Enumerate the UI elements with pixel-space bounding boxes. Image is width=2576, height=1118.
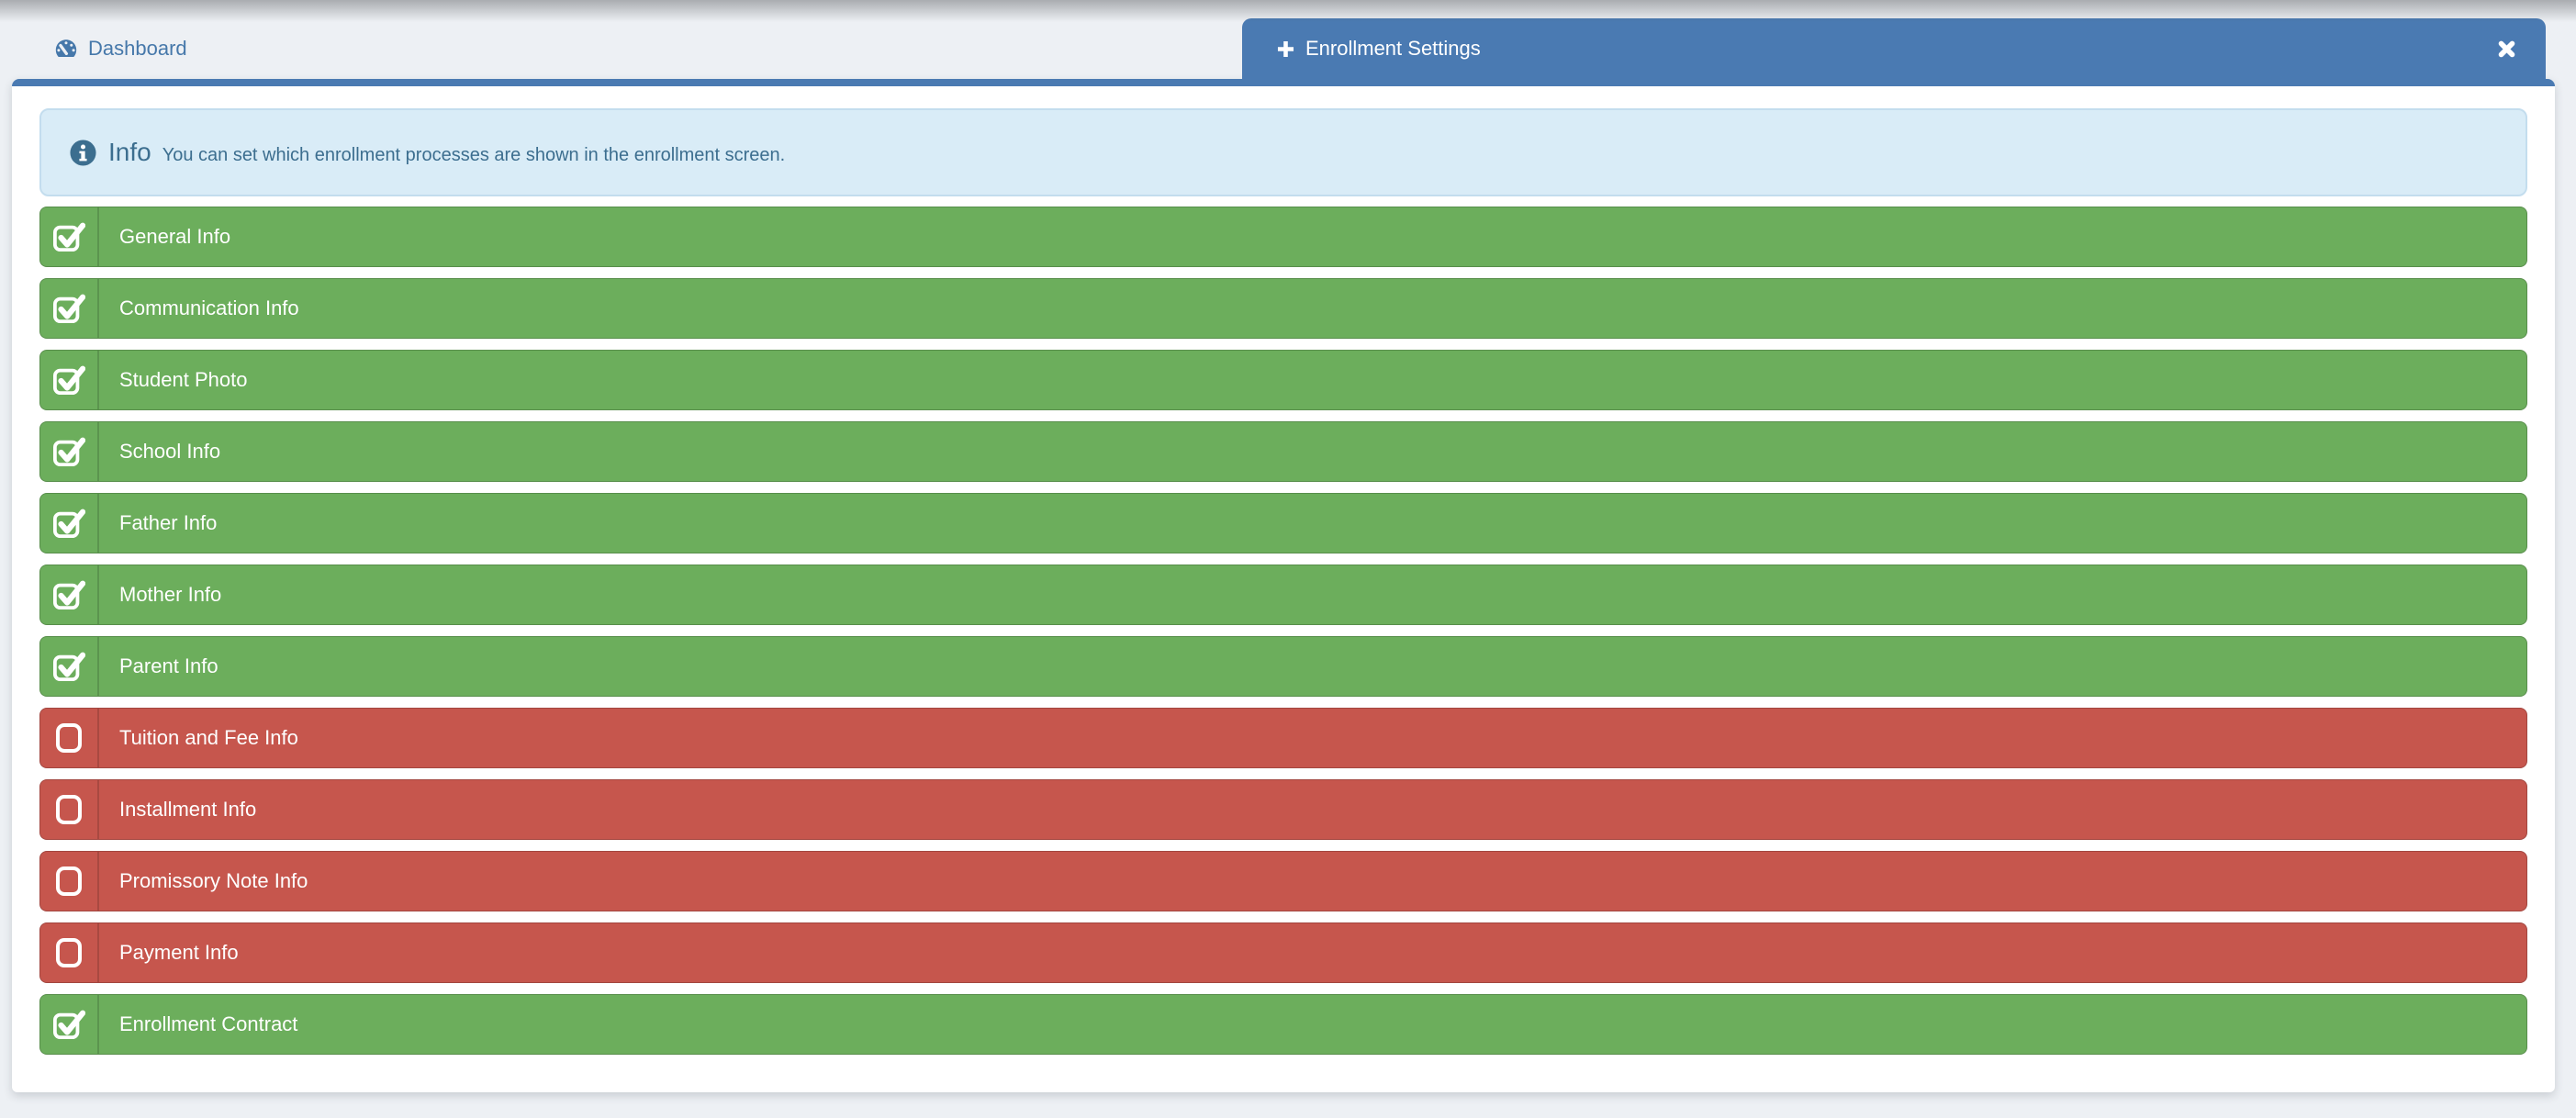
checkbox[interactable]: [40, 494, 99, 553]
checkbox[interactable]: [40, 565, 99, 624]
setting-row[interactable]: Mother Info: [39, 565, 2527, 625]
setting-row-label: Installment Info: [119, 798, 257, 821]
setting-row-label: Student Photo: [119, 368, 248, 391]
tab-enrollment-settings[interactable]: Enrollment Settings: [1242, 18, 2546, 79]
info-title: Info: [108, 138, 151, 166]
setting-row-label: Promissory Note Info: [119, 869, 308, 892]
setting-row[interactable]: Tuition and Fee Info: [39, 708, 2527, 768]
checkbox-checked-icon: [52, 364, 85, 396]
setting-row[interactable]: Payment Info: [39, 922, 2527, 983]
setting-row-label: Payment Info: [119, 941, 239, 964]
info-banner: Info You can set which enrollment proces…: [39, 108, 2527, 196]
checkbox-checked-icon: [52, 1009, 85, 1040]
checkbox-checked-icon: [52, 579, 85, 610]
checkbox-unchecked-icon: [55, 794, 83, 825]
checkbox[interactable]: [40, 637, 99, 696]
close-icon[interactable]: [2492, 35, 2520, 62]
checkbox[interactable]: [40, 852, 99, 911]
info-circle-icon: [69, 139, 97, 167]
checkbox[interactable]: [40, 279, 99, 338]
plus-icon: [1276, 39, 1295, 59]
checkbox[interactable]: [40, 780, 99, 839]
tab-bar: Dashboard Enrollment Settings: [12, 0, 2555, 79]
checkbox-checked-icon: [52, 293, 85, 324]
checkbox-checked-icon: [52, 508, 85, 539]
setting-row[interactable]: Communication Info: [39, 278, 2527, 339]
info-message: You can set which enrollment processes a…: [162, 145, 786, 165]
checkbox[interactable]: [40, 995, 99, 1054]
setting-row-label: General Info: [119, 225, 231, 248]
checkbox[interactable]: [40, 351, 99, 409]
settings-list: General Info Communication Info: [39, 207, 2527, 1055]
tab-dashboard-label: Dashboard: [88, 37, 187, 60]
setting-row[interactable]: School Info: [39, 421, 2527, 482]
setting-row[interactable]: Student Photo: [39, 350, 2527, 410]
content-panel: Info You can set which enrollment proces…: [12, 79, 2555, 1092]
tab-enrollment-settings-label: Enrollment Settings: [1305, 37, 1481, 60]
checkbox[interactable]: [40, 923, 99, 982]
setting-row-label: Tuition and Fee Info: [119, 726, 298, 749]
setting-row[interactable]: Father Info: [39, 493, 2527, 553]
info-text: Info You can set which enrollment proces…: [108, 138, 785, 167]
checkbox[interactable]: [40, 709, 99, 767]
setting-row-label: Mother Info: [119, 583, 222, 606]
checkbox-checked-icon: [52, 221, 85, 252]
setting-row-label: Communication Info: [119, 296, 299, 319]
setting-row-label: Parent Info: [119, 654, 218, 677]
checkbox-checked-icon: [52, 651, 85, 682]
tab-dashboard[interactable]: Dashboard: [12, 18, 1242, 79]
dashboard-icon: [54, 38, 78, 60]
checkbox-unchecked-icon: [55, 937, 83, 968]
setting-row[interactable]: General Info: [39, 207, 2527, 267]
setting-row-label: Father Info: [119, 511, 218, 534]
setting-row[interactable]: Promissory Note Info: [39, 851, 2527, 911]
checkbox[interactable]: [40, 422, 99, 481]
checkbox[interactable]: [40, 207, 99, 266]
setting-row[interactable]: Parent Info: [39, 636, 2527, 697]
checkbox-unchecked-icon: [55, 722, 83, 754]
setting-row-label: Enrollment Contract: [119, 1012, 298, 1035]
setting-row[interactable]: Enrollment Contract: [39, 994, 2527, 1055]
setting-row-label: School Info: [119, 440, 221, 463]
checkbox-unchecked-icon: [55, 866, 83, 897]
checkbox-checked-icon: [52, 436, 85, 467]
setting-row[interactable]: Installment Info: [39, 779, 2527, 840]
